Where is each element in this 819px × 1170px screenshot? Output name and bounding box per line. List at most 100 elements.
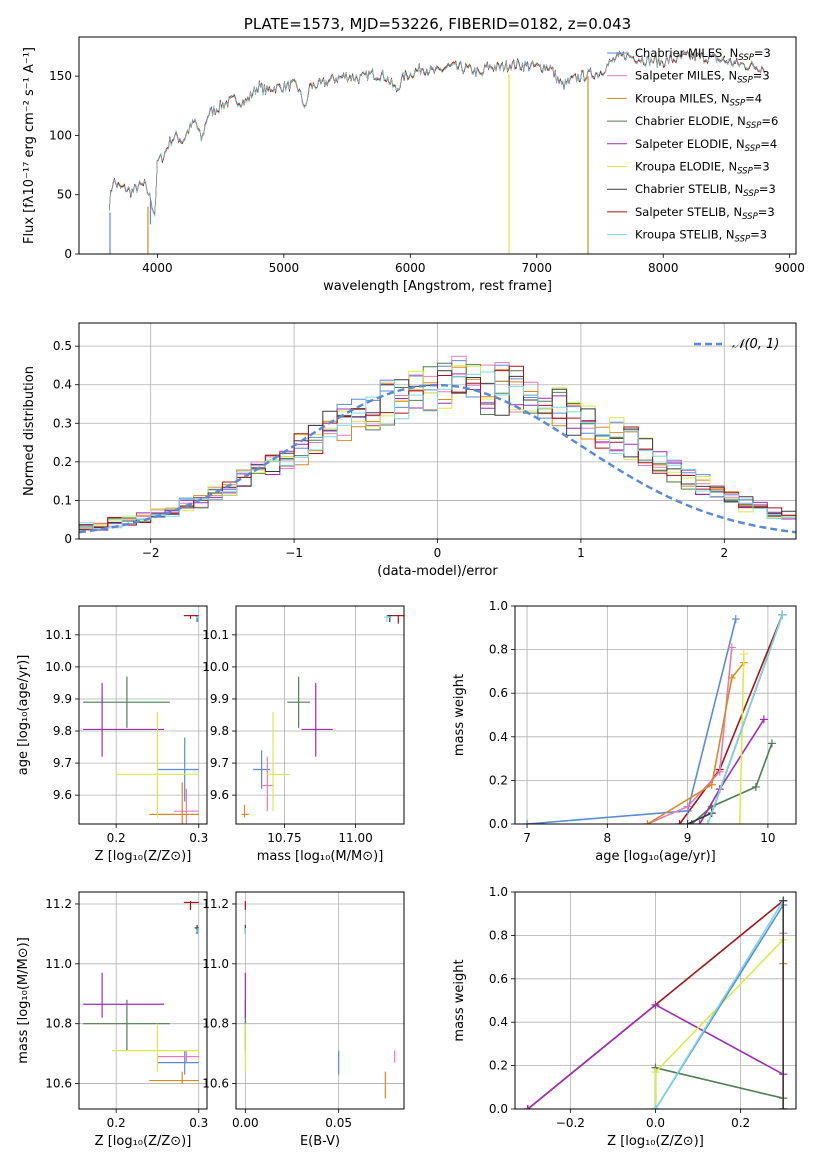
weight-marker	[779, 1105, 788, 1109]
weight-line-6	[654, 900, 784, 1109]
y-tick-label: 0	[64, 532, 72, 546]
plot-area	[523, 610, 787, 824]
y-tick-label: 150	[49, 69, 72, 83]
legend-entry-name: Chabrier MILES, N	[635, 46, 738, 60]
y-tick-label: 0.8	[489, 643, 508, 657]
axes-frame	[514, 605, 797, 825]
weight-marker	[759, 715, 768, 724]
legend-entry-name: Kroupa MILES, N	[635, 91, 730, 105]
weight-marker	[651, 1000, 660, 1009]
y-tick-label: 0.0	[489, 1102, 508, 1116]
legend-entry-name: Salpeter MILES, N	[635, 69, 737, 83]
y-tick-label: 100	[49, 128, 72, 142]
legend-entry-name: Salpeter STELIB, N	[635, 205, 742, 219]
y-tick-label: 9.7	[53, 756, 72, 770]
legend-entry-count: =3	[758, 205, 775, 219]
plot-area	[241, 615, 404, 818]
legend-entry: Salpeter MILES, NSSP=3	[635, 69, 770, 86]
y-tick-label: 10.8	[202, 1017, 229, 1031]
weight-line-7	[739, 653, 745, 824]
y-tick-label: 10.0	[202, 660, 229, 674]
weight-line-6	[699, 718, 765, 824]
y-tick-label: 9.7	[210, 756, 229, 770]
errorbar-point-5	[301, 682, 333, 757]
panel-5: 7 8 9 10 0.0 0.2 0.4 0.6 0.8 1.0 age [log₁₀(age/yr…	[452, 599, 797, 864]
weight-line-4	[647, 662, 745, 824]
legend-entry: Kroupa STELIB, NSSP=3	[635, 228, 767, 245]
axes-frame	[78, 891, 208, 1110]
normal-curve	[79, 383, 796, 534]
spectrum-line-9	[109, 51, 765, 217]
y-axis-label: mass weight	[452, 674, 467, 756]
y-tick-label: 0.0	[489, 817, 508, 831]
x-axis-label: Z [log₁₀(Z/Z⊙)]	[607, 1134, 704, 1149]
x-tick-label: 0.2	[107, 831, 126, 845]
y-tick-label: 11.2	[45, 897, 72, 911]
y-tick-label: 11.0	[202, 957, 229, 971]
x-axis-label: (data-model)/error	[377, 564, 498, 579]
errorbar-point-6	[112, 1023, 199, 1072]
weight-marker	[751, 782, 760, 791]
panel-3: 0.2 0.3 9.6 9.7 9.8 9.9 10.0 10.1 Z [log₁₀(Z/Z⊙)…	[16, 605, 208, 864]
x-tick-label: 1	[577, 546, 585, 560]
y-axis-label: mass [log₁₀(M/M⊙)]	[16, 937, 31, 1064]
legend-entry: Chabrier STELIB, NSSP=3	[635, 182, 776, 199]
weight-marker	[695, 820, 704, 824]
errorbar-point-6	[267, 711, 291, 812]
plot-area	[109, 49, 765, 254]
weight-marker	[739, 649, 748, 658]
chart-title: PLATE=1573, MJD=53226, FIBERID=0182, z=0…	[244, 15, 631, 33]
errorbar-point-1	[157, 1050, 199, 1075]
errorbar-point-9	[384, 615, 392, 623]
y-tick-label: 9.6	[210, 788, 229, 802]
errorbar-point-4	[287, 676, 311, 728]
legend-entry-name: Chabrier STELIB, N	[635, 182, 743, 196]
x-tick-label: 8000	[648, 261, 679, 275]
y-tick-label: 50	[57, 188, 72, 202]
weight-marker	[767, 739, 776, 748]
weight-line-9	[706, 614, 784, 824]
panel-2: −2 −1 0 1 2 0 0.1 0.2 0.3 0.4 0.5 (data-model)/erro…	[22, 322, 797, 579]
weight-marker	[707, 780, 716, 789]
legend-entry: Kroupa MILES, NSSP=4	[635, 91, 762, 108]
weight-marker	[683, 820, 692, 824]
panel-6: 0.2 0.3 10.6 10.8 11.0 11.2 Z [log₁₀(Z/Z⊙)] mas…	[16, 891, 208, 1149]
y-tick-label: 0.6	[489, 972, 508, 986]
errorbar-point-6	[116, 711, 199, 818]
x-axis-label: mass [log₁₀(M/M⊙)]	[257, 849, 384, 864]
errorbar-point-3	[149, 782, 199, 824]
legend-entry-count: =3	[754, 46, 771, 60]
legend-entry: Chabrier MILES, NSSP=3	[635, 46, 771, 63]
legend-entry-name: Kroupa ELODIE, N	[635, 160, 737, 174]
legend-entry-count: =3	[753, 160, 770, 174]
x-tick-label: 0.2	[731, 1116, 750, 1130]
x-tick-label: 0.05	[325, 1116, 352, 1130]
y-tick-label: 0.4	[489, 1015, 508, 1029]
x-tick-label: 7000	[521, 261, 552, 275]
errorbar-point-9	[196, 927, 199, 934]
y-tick-label: 10.1	[202, 628, 229, 642]
y-axis-label: mass weight	[452, 959, 467, 1041]
weight-marker	[643, 820, 652, 824]
x-axis-label: E(B-V)	[300, 1134, 340, 1149]
legend-entry-sub: SSP	[742, 212, 758, 222]
errorbar-point-8	[183, 900, 199, 910]
histogram-step-4	[79, 362, 796, 531]
y-tick-label: 10.1	[45, 628, 72, 642]
y-tick-label: 0.1	[53, 493, 72, 507]
weight-marker	[727, 673, 736, 682]
weight-marker	[735, 820, 744, 824]
y-axis-label: Normed distribution	[22, 366, 37, 496]
weight-line-5	[691, 743, 773, 824]
y-tick-label: 0.6	[489, 686, 508, 700]
axes-frame	[235, 891, 405, 1110]
weight-marker	[683, 802, 692, 811]
weight-marker	[523, 1105, 532, 1109]
x-tick-label: 10.75	[267, 831, 301, 845]
legend-entry-name: Salpeter ELODIE, N	[635, 137, 745, 151]
weight-marker	[651, 1105, 660, 1109]
plot-area	[83, 900, 199, 1084]
x-tick-label: 0.3	[189, 831, 208, 845]
errorbar-point-2	[157, 1050, 199, 1063]
